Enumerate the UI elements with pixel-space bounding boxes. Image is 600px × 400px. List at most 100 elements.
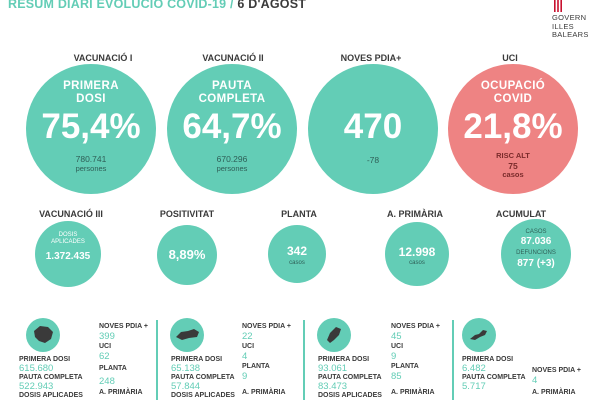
kpi-cases-label: casos (502, 170, 524, 179)
kpi-primera-dosi: PRIMERA DOSI 75,4% 780.741 persones (26, 64, 156, 194)
island-divider (452, 320, 454, 400)
kpi-unit-1: DOSIS (58, 232, 78, 238)
kpi-value: 64,7% (182, 107, 282, 146)
island-label: NOVES PDIA + (99, 323, 148, 330)
island-value: 6.482 (462, 363, 486, 374)
category-planta: PLANTA (281, 209, 317, 219)
island-formentera: PRIMERA DOSI 6.482 PAUTA COMPLETA 5.717 … (458, 318, 598, 400)
island-label: PRIMERA DOSI (462, 356, 514, 363)
island-label: DOSIS APLICADES (19, 392, 83, 399)
category-positivitat: POSITIVITAT (159, 209, 215, 219)
island-value: 5.717 (462, 381, 486, 392)
kpi-value: 342 (286, 244, 308, 258)
island-value: 9 (242, 371, 248, 382)
island-label: UCI (242, 343, 255, 350)
island-label: DOSIS APLICADES (171, 392, 235, 399)
island-divider (303, 320, 305, 400)
kpi-value: 1.372.435 (45, 251, 91, 262)
kpi-unit-2: APLICADES (51, 239, 85, 245)
kpi-cases-label: CASOS (525, 229, 547, 235)
island-label: PLANTA (99, 365, 127, 372)
eivissa-map-icon (327, 327, 341, 343)
category-uci: UCI (502, 53, 518, 63)
island-value: 57.844 (171, 381, 201, 392)
island-value: 4 (532, 375, 538, 386)
kpi-label-2: COMPLETA (198, 93, 266, 105)
island-circle (462, 318, 496, 352)
island-label: PAUTA COMPLETA (462, 374, 526, 381)
island-value: 9 (391, 351, 397, 362)
island-value: 4 (242, 351, 248, 362)
island-eivissa: PRIMERA DOSI 93.061 PAUTA COMPLETA 83.47… (309, 318, 449, 400)
island-label: A. PRIMÀRIA (242, 389, 286, 396)
kpi-label-1: PRIMERA (63, 80, 119, 92)
title-separator: / (230, 0, 234, 11)
kpi-cases-value: 87.036 (520, 236, 552, 247)
island-circle (317, 318, 351, 352)
kpi-sub-1: 780.741 (75, 154, 107, 164)
island-value: 522.943 (19, 381, 54, 392)
kpi-value: 75,4% (41, 107, 141, 146)
kpi-atencio-primaria: 12.998 casos (385, 222, 449, 286)
island-value: 45 (391, 331, 402, 342)
kpi-unit: casos (409, 260, 425, 266)
island-mallorca: PRIMERA DOSI 615.680 PAUTA COMPLETA 522.… (18, 318, 156, 400)
category-vacunacio-3: VACUNACIÓ III (39, 209, 103, 219)
island-label: PLANTA (391, 363, 419, 370)
island-label: UCI (391, 343, 404, 350)
kpi-label-2: COVID (493, 93, 533, 105)
kpi-sub-2: persones (216, 164, 248, 173)
logo-line-3: BALEARS (552, 30, 589, 39)
page-title: RESUM DIARI EVOLUCIÓ COVID-19 / 6 D'AGOS… (8, 0, 306, 11)
formentera-map-icon (470, 330, 487, 340)
island-value: 399 (99, 331, 115, 342)
kpi-cases-value: 75 (508, 161, 518, 171)
kpi-positivitat: 8,89% (157, 225, 217, 285)
island-circle (26, 318, 60, 352)
island-value: 22 (242, 331, 253, 342)
category-noves-pdia: NOVES PDIA+ (340, 53, 402, 63)
govern-logo: GOVERN ILLES BALEARS (548, 0, 600, 42)
island-label: A. PRIMÀRIA (99, 389, 143, 396)
island-label: PAUTA COMPLETA (171, 374, 235, 381)
island-label: PAUTA COMPLETA (19, 374, 83, 381)
kpi-sub-1: -78 (366, 155, 380, 165)
kpi-label-2: DOSI (76, 93, 106, 105)
category-vacunacio-2: VACUNACIÓ II (202, 53, 264, 63)
island-label: A. PRIMÀRIA (532, 389, 576, 396)
island-label: PRIMERA DOSI (19, 356, 71, 363)
island-label: NOVES PDIA + (242, 323, 291, 330)
island-divider (156, 320, 158, 400)
island-label: PRIMERA DOSI (171, 356, 223, 363)
kpi-pauta-completa: PAUTA COMPLETA 64,7% 670.296 persones (167, 64, 297, 194)
category-vacunacio-1: VACUNACIÓ I (73, 53, 133, 63)
island-label: NOVES PDIA + (391, 323, 440, 330)
island-label: PLANTA (242, 363, 270, 370)
island-value: 93.061 (318, 363, 348, 374)
kpi-risk-level: RISC ALT (496, 151, 530, 160)
island-label: PAUTA COMPLETA (318, 374, 382, 381)
island-label: UCI (99, 343, 112, 350)
island-circle (170, 318, 204, 352)
kpi-deaths-label: DEFUNCIONS (516, 250, 556, 256)
menorca-map-icon (176, 329, 199, 340)
island-value: 248 (99, 376, 115, 387)
kpi-unit: casos (289, 260, 305, 266)
island-label: A. PRIMÀRIA (391, 389, 435, 396)
kpi-uci-ocupacio: OCUPACIÓ COVID 21,8% RISC ALT 75 casos (448, 64, 578, 194)
island-value: 615.680 (19, 363, 54, 374)
govern-logo-icon (554, 0, 562, 12)
island-label: NOVES PDIA + (532, 367, 581, 374)
island-value: 62 (99, 351, 110, 362)
title-text: RESUM DIARI EVOLUCIÓ COVID-19 (8, 0, 227, 11)
logo-line-2: ILLES (552, 21, 574, 31)
island-value: 85 (391, 371, 402, 382)
kpi-dosis-aplicades: DOSIS APLICADES 1.372.435 (35, 221, 101, 287)
logo-text: GOVERN ILLES BALEARS (552, 13, 589, 40)
kpi-noves-pdia: 470 -78 (308, 64, 438, 194)
logo-line-1: GOVERN (552, 13, 587, 22)
kpi-sub-2: persones (75, 164, 107, 173)
category-atencio-primaria: A. PRIMÀRIA (387, 209, 443, 219)
kpi-acumulat: CASOS 87.036 DEFUNCIONS 877 (+3) (501, 219, 571, 289)
island-value: 65.138 (171, 363, 201, 374)
